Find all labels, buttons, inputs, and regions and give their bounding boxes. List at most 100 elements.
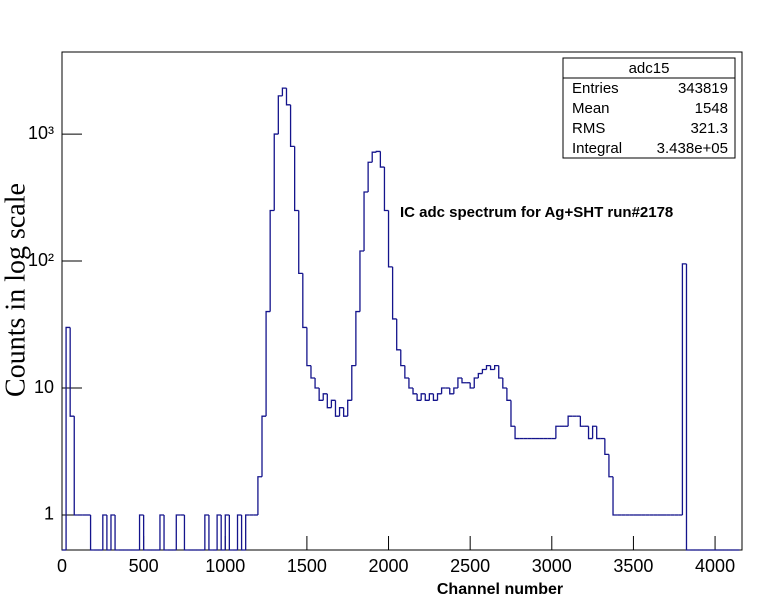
histogram-bin (383, 167, 389, 212)
histogram-bin (453, 387, 458, 394)
histogram-bin (420, 393, 426, 401)
histogram-bin (216, 514, 222, 550)
histogram-bin (473, 377, 479, 389)
histogram-bin (412, 388, 418, 395)
histogram-bin (175, 514, 181, 550)
histogram-bin (65, 326, 71, 550)
histogram-bin (567, 415, 573, 427)
histogram-bin (322, 393, 328, 401)
histogram-bin (604, 438, 609, 456)
stats-label: Entries (572, 80, 619, 97)
histogram-bin (318, 388, 324, 401)
y-axis-label: Counts in log scale (0, 183, 31, 397)
histogram-bin (338, 407, 344, 417)
stats-label: RMS (572, 120, 605, 137)
histogram-bin (555, 425, 560, 439)
histogram-bin (330, 399, 336, 408)
histogram-bin (334, 400, 340, 417)
histogram-bin (514, 426, 520, 440)
histogram-bin (89, 514, 95, 551)
x-tick-label: 2500 (450, 556, 490, 576)
histogram-bin (310, 365, 316, 379)
histogram-bin (432, 393, 438, 401)
histogram-bin (228, 514, 234, 551)
histogram-bin (277, 95, 283, 135)
histogram-bin (314, 377, 320, 389)
histogram-bin (342, 407, 348, 417)
stats-value: 3.438e+05 (657, 140, 728, 157)
histogram-bin (359, 250, 365, 312)
x-tick-label: 1000 (205, 556, 245, 576)
histogram-bin (285, 88, 291, 106)
x-tick-label: 0 (57, 556, 67, 576)
histogram-bin (506, 388, 511, 401)
histogram-bin (379, 151, 385, 168)
stats-value: 1548 (695, 100, 728, 117)
x-tick-label: 2000 (369, 556, 409, 576)
histogram-bin (363, 191, 369, 251)
stats-value: 321.3 (690, 120, 728, 137)
histogram-bin (408, 377, 414, 389)
histogram-bin (481, 368, 487, 374)
x-tick-label: 3500 (613, 556, 653, 576)
histogram-bin (591, 425, 597, 439)
histogram-bin (236, 514, 242, 550)
histogram-bin (302, 273, 307, 329)
x-tick-label: 500 (129, 556, 159, 576)
histogram-bin (261, 415, 267, 477)
histogram-bin (494, 365, 499, 370)
histogram-bin (347, 399, 352, 417)
histogram-bin (159, 514, 165, 550)
histogram-bin (502, 377, 507, 389)
histogram-bin (485, 365, 491, 370)
y-tick-label: 1 (44, 504, 54, 524)
histogram-bin (685, 263, 691, 551)
histogram-bin (183, 514, 189, 551)
histogram-bin (69, 327, 75, 417)
histogram-bin (587, 426, 593, 440)
histogram-bin (298, 210, 303, 275)
histogram-bin (273, 133, 279, 211)
histogram-bin (102, 514, 107, 550)
y-tick-label: 10³ (28, 123, 54, 143)
histogram-bin (424, 393, 430, 401)
stats-title: adc15 (629, 60, 670, 77)
histogram-bin (469, 382, 475, 389)
histogram-bin (400, 349, 405, 367)
histogram-bin (367, 161, 373, 192)
histogram-bin (596, 426, 601, 440)
histogram-bin (351, 365, 356, 401)
histogram-bin (110, 514, 116, 550)
histogram-bin (416, 393, 422, 401)
histogram-bin (257, 476, 262, 515)
histogram-bin (73, 416, 79, 516)
histogram-bin (306, 327, 311, 367)
histogram-bin (269, 209, 275, 312)
histogram-bin (265, 310, 271, 417)
histogram-bin (498, 365, 503, 379)
stats-label: Integral (572, 140, 622, 157)
histogram-bin (440, 387, 446, 394)
histogram-bin (449, 388, 454, 395)
histogram-bin (608, 454, 614, 478)
histogram-bin (510, 400, 516, 427)
annotation: IC adc spectrum for Ag+SHT run#2178 (400, 204, 673, 221)
histogram-bin (106, 514, 111, 551)
histogram-bin (461, 377, 467, 384)
histogram-bin (681, 263, 687, 515)
histogram-bin (220, 514, 226, 551)
histogram-bin (163, 514, 169, 551)
histogram-bin (579, 416, 585, 427)
histogram-bin (326, 393, 332, 409)
histogram-bin (142, 514, 148, 551)
histogram-bin (375, 150, 381, 153)
stats-value: 343819 (678, 80, 728, 97)
y-tick-label: 10 (34, 377, 54, 397)
histogram-bin (436, 393, 442, 401)
histogram-bin (404, 365, 409, 379)
x-axis-label: Channel number (437, 581, 563, 598)
histogram-bin (204, 514, 209, 550)
stats-label: Mean (572, 100, 610, 117)
